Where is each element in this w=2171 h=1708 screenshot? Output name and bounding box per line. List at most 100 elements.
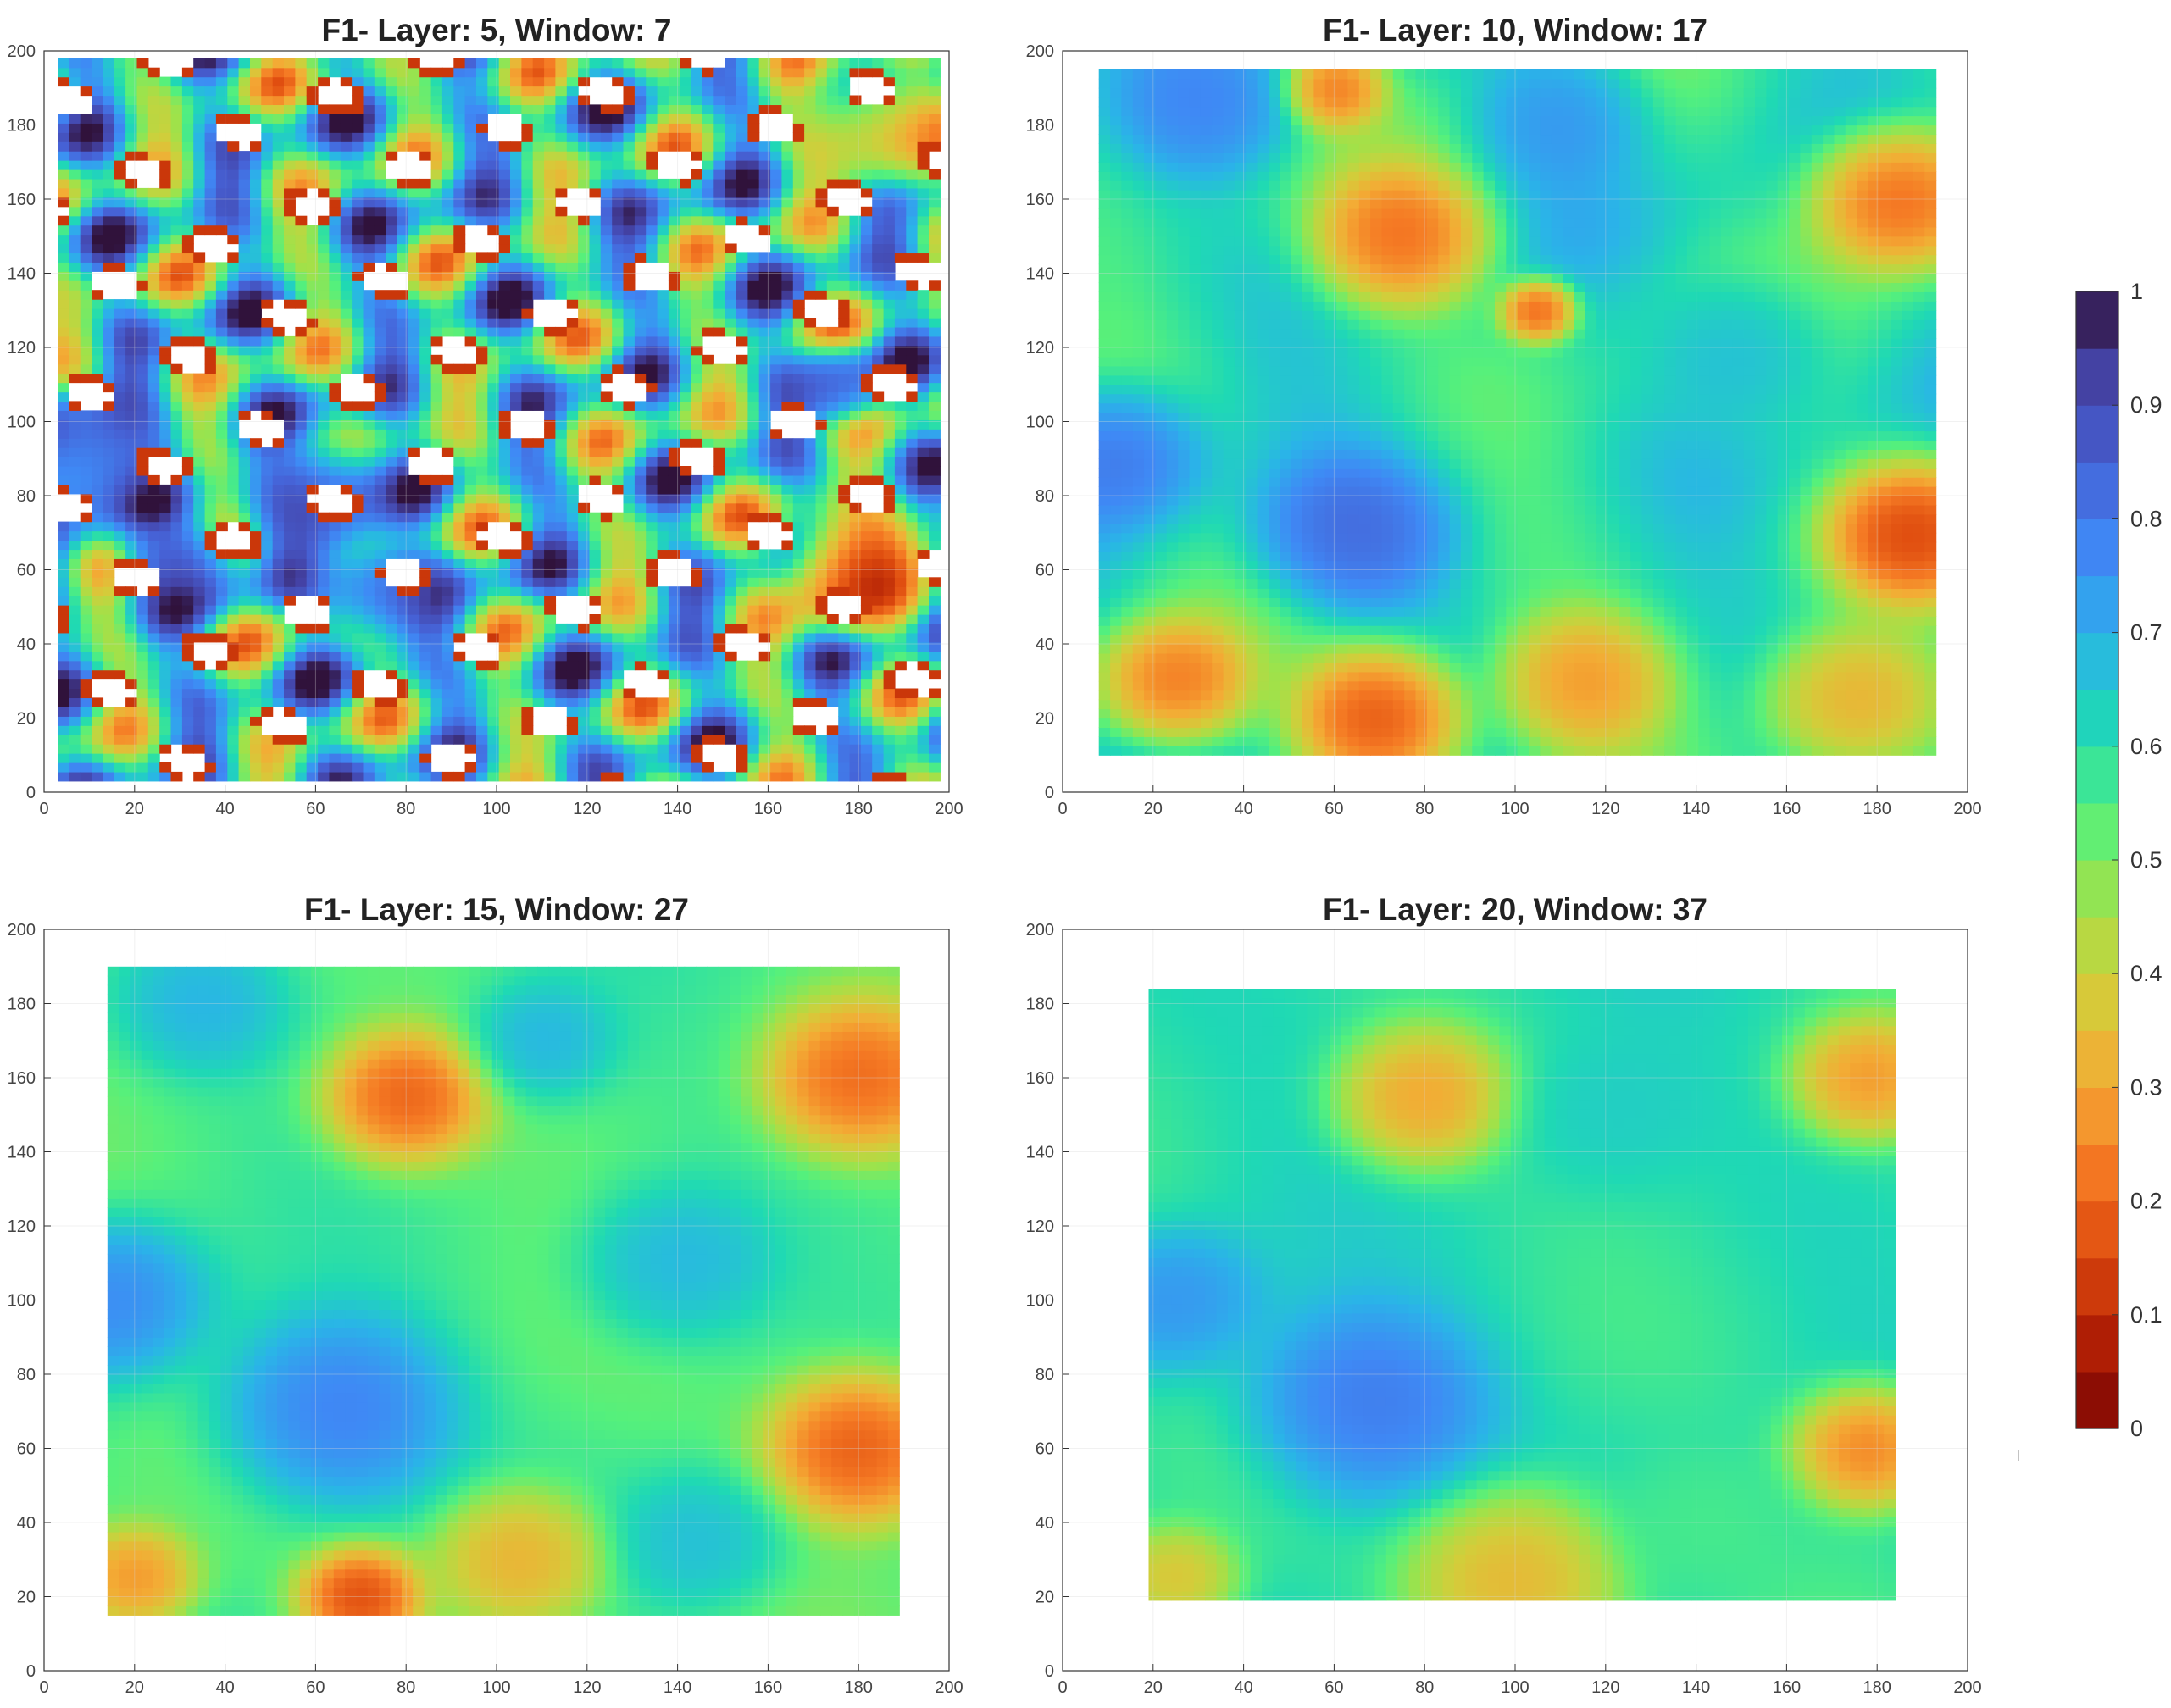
heatmap-cell — [838, 252, 851, 263]
heatmap-cell — [329, 641, 341, 652]
heatmap-cell — [838, 243, 851, 254]
heatmap-cell — [386, 401, 398, 411]
heatmap-cell — [159, 596, 172, 606]
heatmap-cell — [419, 123, 432, 133]
heatmap-cell — [92, 299, 104, 309]
heatmap-cell — [578, 753, 591, 763]
heatmap-cell — [646, 308, 658, 319]
heatmap-cell — [103, 104, 115, 114]
heatmap-cell — [147, 688, 160, 699]
heatmap-cell — [204, 493, 217, 504]
heatmap-cell — [849, 688, 862, 699]
heatmap-cell — [713, 429, 726, 439]
heatmap-cell — [92, 197, 104, 208]
heatmap-cell — [713, 660, 726, 671]
heatmap-cell — [578, 373, 591, 384]
heatmap-cell — [826, 679, 839, 690]
heatmap-cell — [657, 308, 669, 319]
heatmap-cell — [284, 457, 296, 467]
heatmap-cell — [646, 299, 658, 309]
heatmap-cell — [215, 679, 228, 690]
heatmap-cell — [58, 178, 69, 189]
heatmap-cell — [623, 660, 636, 671]
heatmap-cell — [92, 641, 104, 652]
heatmap-cell — [770, 160, 783, 170]
heatmap-cell — [136, 429, 149, 439]
heatmap-cell — [589, 707, 602, 717]
heatmap-cell — [295, 290, 308, 300]
heatmap-cell — [600, 308, 613, 319]
heatmap-cell — [103, 753, 115, 763]
heatmap-cell — [623, 753, 636, 763]
heatmap-cell — [386, 262, 398, 272]
heatmap-cell — [430, 363, 443, 374]
heatmap-cell — [464, 540, 477, 551]
heatmap-cell — [804, 280, 817, 291]
heatmap-cell — [80, 141, 92, 152]
heatmap-cell — [532, 178, 545, 189]
heatmap-cell — [544, 466, 557, 476]
heatmap-cell — [544, 160, 557, 170]
heatmap-cell — [521, 502, 534, 513]
heatmap-cell — [103, 76, 115, 87]
heatmap-cell — [340, 577, 353, 587]
heatmap-cell — [125, 308, 138, 319]
heatmap-cell — [306, 744, 319, 754]
heatmap-cell — [464, 577, 477, 587]
heatmap-cell — [792, 336, 805, 347]
heatmap-cell — [578, 707, 591, 717]
heatmap-cell — [464, 326, 477, 337]
heatmap-cell — [510, 373, 522, 384]
heatmap-cell — [521, 641, 534, 652]
heatmap-cell — [521, 169, 534, 180]
heatmap-cell — [352, 336, 364, 347]
heatmap-cell — [702, 660, 714, 671]
heatmap-cell — [578, 725, 591, 735]
heatmap-cell — [340, 707, 353, 717]
heatmap-cell — [826, 540, 839, 551]
heatmap-cell — [532, 243, 545, 254]
heatmap-cell — [193, 123, 206, 133]
heatmap-cell — [634, 308, 647, 319]
heatmap-cell — [578, 225, 591, 236]
heatmap-cell — [340, 651, 353, 662]
heatmap-cell — [136, 419, 149, 430]
heatmap-cell — [58, 76, 69, 87]
heatmap-cell — [578, 345, 591, 356]
heatmap-cell — [612, 123, 625, 133]
heatmap-cell — [69, 290, 81, 300]
heatmap-cell — [849, 299, 862, 309]
heatmap-cell — [464, 262, 477, 272]
heatmap-cell — [272, 326, 285, 337]
heatmap-cell — [397, 753, 409, 763]
heatmap-cell — [680, 86, 692, 97]
heatmap-cell — [386, 429, 398, 439]
heatmap-cell — [758, 67, 771, 78]
heatmap-cell — [702, 290, 714, 300]
heatmap-cell — [487, 707, 500, 717]
heatmap-cell — [736, 429, 748, 439]
heatmap-cell — [668, 252, 680, 263]
heatmap-cell — [159, 401, 172, 411]
heatmap-cell — [284, 744, 296, 754]
heatmap-cell — [758, 614, 771, 624]
heatmap-cell — [340, 716, 353, 726]
heatmap-cell — [578, 530, 591, 541]
heatmap-cell — [147, 762, 160, 773]
heatmap-cell — [589, 753, 602, 763]
heatmap-cell — [668, 725, 680, 735]
heatmap-cell — [386, 123, 398, 133]
heatmap-cell — [363, 707, 375, 717]
heatmap-cell — [770, 76, 783, 87]
heatmap-cell — [69, 605, 81, 615]
heatmap-cell — [747, 104, 760, 114]
heatmap-cell — [849, 391, 862, 402]
heatmap-cell — [657, 521, 669, 532]
heatmap-cell — [215, 187, 228, 198]
heatmap-cell — [238, 234, 251, 245]
heatmap-cell — [92, 234, 104, 245]
heatmap-cell — [272, 660, 285, 671]
heatmap-cell — [725, 474, 737, 485]
heatmap-cell — [69, 187, 81, 198]
heatmap-cell — [272, 632, 285, 643]
